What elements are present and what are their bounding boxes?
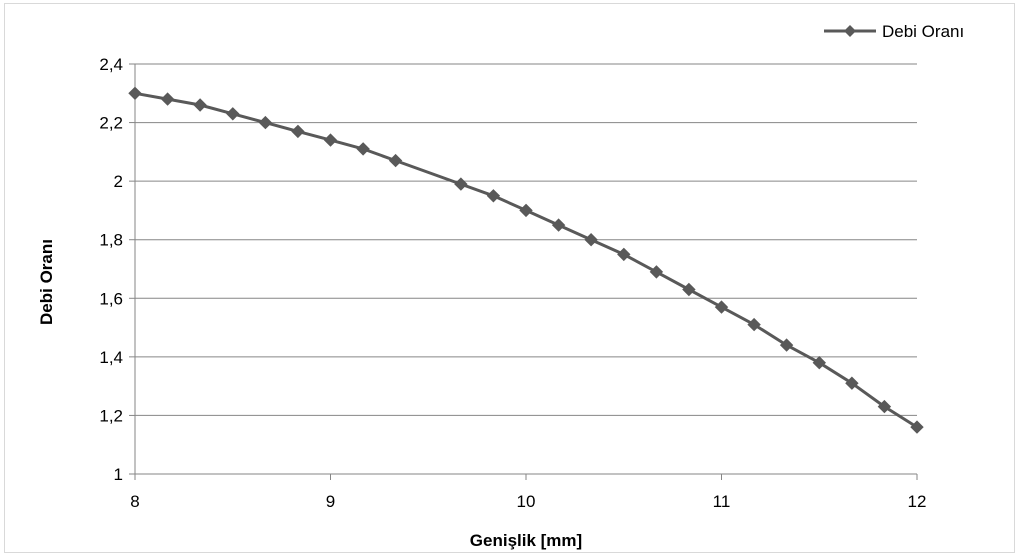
- data-point: [323, 133, 338, 147]
- legend: Debi Oranı: [824, 22, 964, 41]
- y-axis-title: Debi Oranı: [37, 239, 56, 325]
- series-layer: [128, 86, 924, 434]
- chart-frame: [4, 3, 1015, 553]
- data-point: [454, 177, 468, 191]
- y-tick-label: 1,2: [99, 406, 123, 425]
- data-point: [649, 265, 664, 279]
- data-point: [779, 338, 794, 352]
- data-point: [356, 142, 370, 156]
- data-point: [291, 124, 305, 139]
- x-tick-label: 8: [130, 492, 139, 511]
- x-tick-label: 11: [713, 492, 731, 511]
- x-tick-labels: 8 9 10 11 12: [130, 492, 926, 511]
- y-tick-label: 2: [114, 172, 123, 191]
- data-point: [845, 376, 859, 390]
- data-point: [226, 107, 240, 121]
- y-tick-label: 1,4: [99, 348, 123, 367]
- x-axis-title: Genişlik [mm]: [470, 531, 582, 550]
- grid-lines: [135, 63, 917, 416]
- y-tick-label: 1: [114, 465, 123, 484]
- data-point: [714, 300, 729, 314]
- y-tick-label: 2,4: [99, 55, 123, 74]
- y-tick-label: 2,2: [99, 114, 123, 133]
- data-point: [617, 247, 631, 262]
- y-tick-labels: 1 1,2 1,4 1,6 1,8 2 2,2 2,4: [99, 55, 123, 484]
- data-point: [584, 232, 598, 247]
- data-point: [193, 98, 207, 112]
- y-tick-label: 1,6: [99, 289, 123, 308]
- data-point: [486, 189, 501, 203]
- series-line: [134, 91, 918, 429]
- data-point: [258, 115, 273, 130]
- legend-marker-diamond: [844, 25, 856, 37]
- y-tick-label: 1,8: [99, 231, 123, 250]
- data-point: [128, 86, 142, 101]
- data-point: [812, 355, 827, 370]
- data-point: [877, 399, 892, 414]
- x-tick-label: 10: [517, 492, 536, 511]
- data-point: [747, 317, 761, 332]
- x-tick-label: 9: [326, 492, 335, 511]
- axes: [129, 63, 918, 480]
- data-point: [388, 153, 403, 168]
- data-point: [160, 92, 175, 106]
- data-point: [519, 203, 533, 218]
- legend-label: Debi Oranı: [882, 22, 964, 41]
- x-tick-label: 12: [908, 492, 927, 511]
- data-point: [682, 282, 696, 297]
- data-point: [551, 218, 566, 232]
- data-point: [910, 420, 924, 434]
